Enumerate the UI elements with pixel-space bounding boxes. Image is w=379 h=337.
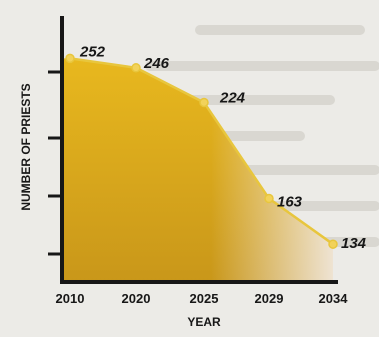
area-fade-overlay	[62, 58, 333, 282]
x-tick-label: 2029	[255, 291, 284, 306]
y-axis-title: NUMBER OF PRIESTS	[19, 83, 33, 210]
data-point	[328, 239, 338, 249]
data-label: 134	[341, 235, 367, 252]
data-label: 224	[219, 89, 246, 106]
data-point	[131, 63, 141, 73]
axes-group	[48, 16, 338, 284]
data-point	[65, 53, 75, 64]
area-group	[62, 58, 333, 282]
data-point	[199, 97, 209, 108]
x-tick-label: 2034	[319, 291, 349, 306]
x-tick-label: 2025	[190, 291, 219, 306]
marks-group	[65, 53, 338, 249]
data-label: 163	[277, 194, 303, 211]
x-tick-label: 2010	[56, 291, 85, 306]
data-label: 246	[143, 55, 170, 72]
x-tick-label: 2020	[122, 291, 151, 306]
data-label: 252	[79, 43, 106, 60]
data-point	[264, 193, 274, 204]
labels-group: 252 2010 246 2020 224 2025 163 2029 134 2034	[56, 43, 367, 306]
x-axis-title: YEAR	[187, 315, 221, 329]
